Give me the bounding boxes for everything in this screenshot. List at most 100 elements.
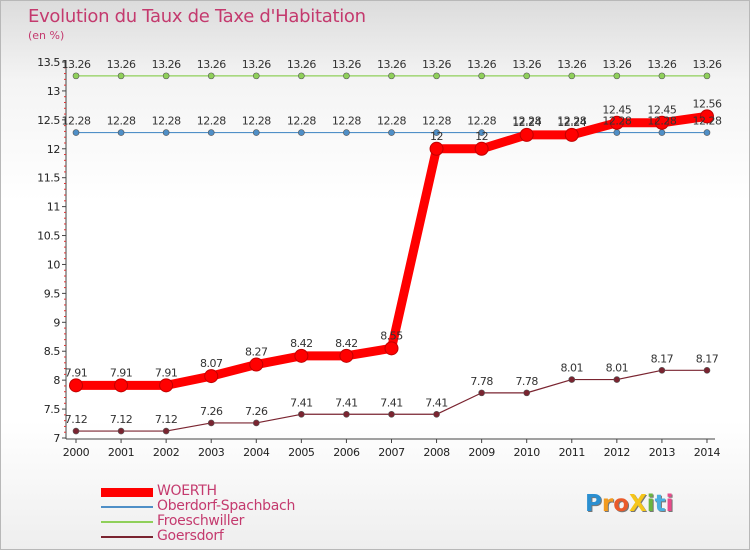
data-point	[478, 389, 485, 397]
data-label: 13.26	[557, 58, 586, 71]
data-label: 13.26	[242, 58, 271, 71]
legend-label: Goersdorf	[157, 528, 224, 544]
data-label: 12.28	[377, 115, 406, 128]
data-label: 13.26	[602, 58, 631, 71]
data-label: 12.56	[692, 97, 721, 110]
data-point	[117, 129, 125, 136]
data-label: 8.55	[380, 329, 403, 342]
logo-letter: o	[613, 491, 630, 517]
data-point	[568, 376, 576, 383]
logo-letter: t	[654, 491, 666, 517]
data-label: 13.26	[512, 58, 541, 71]
y-tick-label: 7.5	[44, 403, 61, 416]
data-label: 12.28	[197, 115, 226, 128]
data-point	[654, 115, 669, 130]
data-label: 8.01	[606, 362, 629, 375]
legend-swatch	[101, 521, 153, 523]
data-label: 13.26	[422, 58, 451, 71]
x-tick-label: 2001	[108, 446, 134, 459]
data-label: 8.17	[651, 352, 674, 365]
chart-subtitle: (en %)	[28, 29, 65, 42]
data-label: 13.26	[647, 58, 676, 71]
data-point	[433, 72, 440, 80]
data-label: 7.12	[155, 413, 178, 426]
data-point	[699, 109, 714, 124]
data-point	[658, 129, 666, 136]
chart-title: Evolution du Taux de Taxe d'Habitation	[28, 6, 366, 27]
data-label: 7.26	[200, 405, 223, 418]
y-tick-label: 11.5	[37, 172, 60, 185]
data-point	[207, 419, 215, 427]
data-label: 7.41	[290, 396, 313, 409]
data-label: 12	[430, 130, 443, 143]
data-point	[298, 72, 305, 80]
data-point	[613, 72, 621, 80]
data-label: 7.26	[245, 405, 268, 418]
data-label: 12.24	[557, 116, 586, 129]
y-tick-label: 8.5	[44, 345, 61, 358]
logo-letter: i	[646, 491, 655, 517]
data-point	[252, 419, 260, 427]
data-label: 7.91	[155, 366, 178, 379]
legend-swatch	[101, 506, 153, 508]
y-tick-label: 10.5	[37, 230, 60, 243]
data-label: 7.78	[515, 375, 538, 388]
data-point	[162, 129, 170, 136]
x-tick-label: 2012	[604, 446, 630, 459]
y-tick-label: 9.5	[44, 287, 61, 300]
legend-item: WOERTH	[101, 483, 361, 500]
data-point	[294, 348, 309, 363]
data-point	[343, 410, 350, 418]
data-point	[478, 72, 485, 80]
data-label: 12.28	[692, 115, 721, 128]
data-label: 8.42	[290, 337, 313, 350]
data-point	[523, 389, 531, 397]
data-point	[339, 348, 354, 363]
x-tick-label: 2014	[694, 446, 721, 459]
data-label: 12.28	[557, 115, 586, 128]
data-label: 12.28	[332, 115, 361, 128]
data-point	[117, 72, 125, 80]
data-point	[478, 129, 485, 136]
data-label: 13.26	[287, 58, 316, 71]
data-label: 12.28	[512, 115, 541, 128]
data-label: 8.07	[200, 357, 223, 370]
data-point	[252, 72, 260, 80]
data-point	[298, 410, 305, 418]
y-tick-label: 8	[53, 374, 60, 387]
data-label: 12.45	[602, 104, 631, 117]
x-tick-label: 2010	[513, 446, 540, 459]
data-point	[703, 367, 711, 374]
data-point	[658, 367, 666, 374]
x-tick-label: 2004	[243, 446, 270, 459]
legend-label: Oberdorf-Spachbach	[157, 498, 296, 514]
data-point	[72, 129, 80, 136]
data-point	[384, 341, 399, 356]
data-label: 13.26	[692, 58, 721, 71]
y-tick-label: 13	[47, 85, 61, 98]
legend-swatch	[101, 488, 153, 497]
y-tick-label: 12.5	[37, 114, 60, 127]
data-label: 12.28	[152, 115, 181, 128]
data-point	[474, 141, 489, 156]
data-point	[249, 357, 264, 372]
data-point	[433, 410, 440, 418]
data-point	[564, 127, 579, 142]
data-label: 12.24	[512, 116, 541, 129]
data-label: 7.91	[110, 366, 133, 379]
logo-letter: i	[665, 491, 674, 517]
legend-label: WOERTH	[157, 483, 217, 499]
x-tick-label: 2005	[288, 446, 315, 459]
data-label: 12	[475, 130, 488, 143]
data-label: 12.28	[602, 115, 631, 128]
data-point	[388, 410, 395, 418]
data-label: 7.41	[335, 396, 358, 409]
data-point	[388, 129, 395, 136]
data-point	[204, 369, 219, 384]
data-point	[343, 129, 350, 136]
data-label: 12.28	[242, 115, 271, 128]
data-label: 12.28	[287, 115, 316, 128]
y-tick-label: 12	[47, 143, 60, 156]
